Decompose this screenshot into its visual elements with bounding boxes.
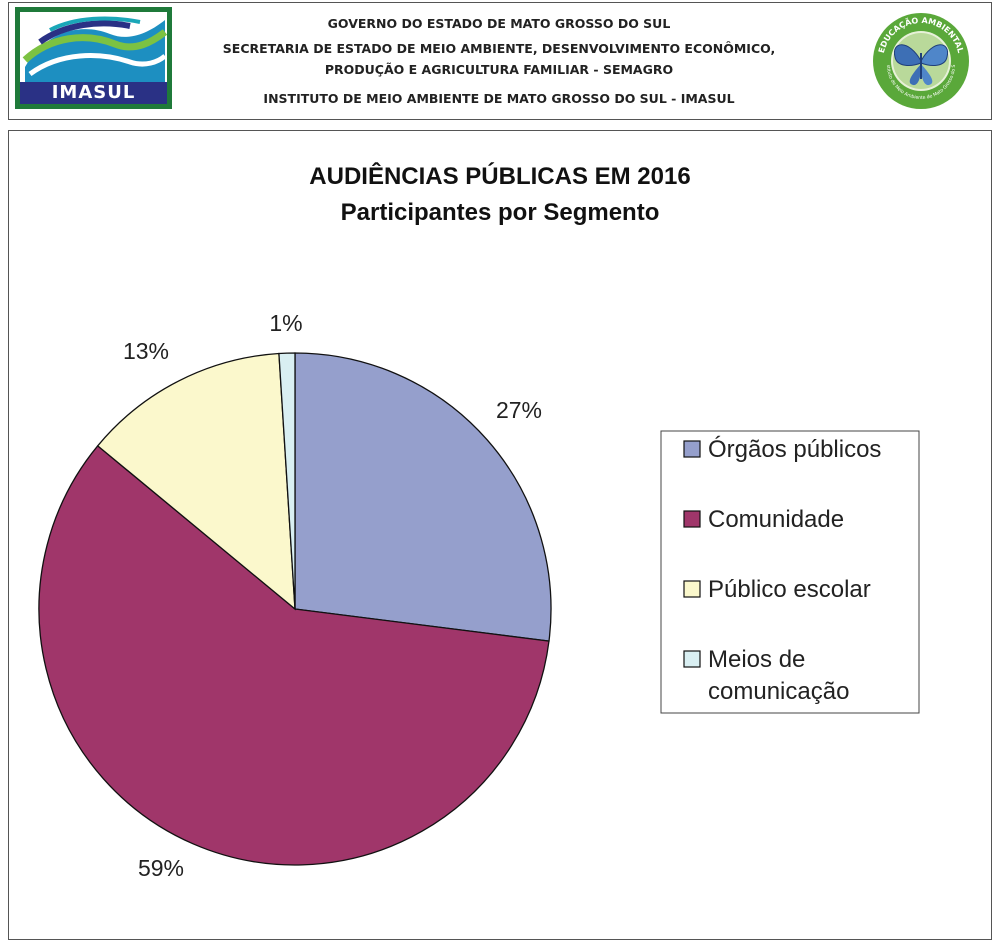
pie-slice-meios-de-comunicacao — [278, 352, 296, 610]
pie-slice-publico-escolar — [96, 352, 296, 611]
header-line-2: SECRETARIA DE ESTADO DE MEIO AMBIENTE, D… — [222, 41, 776, 56]
legend-box — [660, 430, 920, 714]
imasul-logo-text: IMASUL — [20, 82, 167, 104]
pie-chart: AUDIÊNCIAS PÚBLICAS EM 2016 Participante… — [38, 162, 920, 881]
legend-swatch-meios-de-comunicacao — [683, 650, 701, 668]
pie-label-meios-de-comunicacao: 1% — [269, 310, 302, 336]
chart-title: AUDIÊNCIAS PÚBLICAS EM 2016 — [309, 162, 690, 190]
pie-label-publico-escolar: 13% — [123, 338, 169, 364]
pie-slice-comunidade — [38, 444, 550, 866]
chart-legend: Órgãos públicos Comunidade Público escolar… — [660, 430, 920, 714]
imasul-logo: IMASUL — [15, 7, 172, 109]
legend-label-publico-escolar: Público escolar — [708, 576, 871, 603]
header-line-1: GOVERNO DO ESTADO DE MATO GROSSO DO SUL — [327, 16, 671, 31]
legend-swatch-orgaos-publicos — [683, 440, 701, 458]
butterfly-icon — [893, 44, 949, 86]
header-line-4: INSTITUTO DE MEIO AMBIENTE DE MATO GROSS… — [263, 91, 735, 106]
legend-label-meios-de-comunicacao-line-1: Meios de — [708, 646, 805, 673]
legend-label-comunidade: Comunidade — [708, 506, 844, 533]
pie-label-orgaos-publicos: 27% — [496, 397, 542, 423]
chart-subtitle: Participantes por Segmento — [341, 199, 660, 226]
pie-labels: 27% 59% 13% 1% — [123, 310, 542, 881]
pie-slice-orgaos-publicos — [294, 352, 552, 642]
chart-frame: AUDIÊNCIAS PÚBLICAS EM 2016 Participante… — [8, 130, 992, 940]
imasul-wave-icon — [20, 12, 167, 82]
legend-swatch-comunidade — [683, 510, 701, 528]
header: IMASUL GOVERNO DO ESTADO DE MATO GROSSO … — [8, 2, 992, 120]
header-line-3: PRODUÇÃO E AGRICULTURA FAMILIAR - SEMAGR… — [324, 62, 674, 77]
header-text: GOVERNO DO ESTADO DE MATO GROSSO DO SUL … — [179, 11, 819, 111]
pie-slices — [38, 352, 552, 866]
legend-label-meios-de-comunicacao-line-2: comunicação — [708, 678, 849, 705]
legend-swatch-publico-escolar — [683, 580, 701, 598]
pie-label-comunidade: 59% — [138, 855, 184, 881]
educacao-ambiental-logo: EDUCAÇÃO AMBIENTAL Instituto de Meio Amb… — [869, 9, 969, 109]
legend-label-orgaos-publicos: Órgãos públicos — [708, 436, 881, 463]
